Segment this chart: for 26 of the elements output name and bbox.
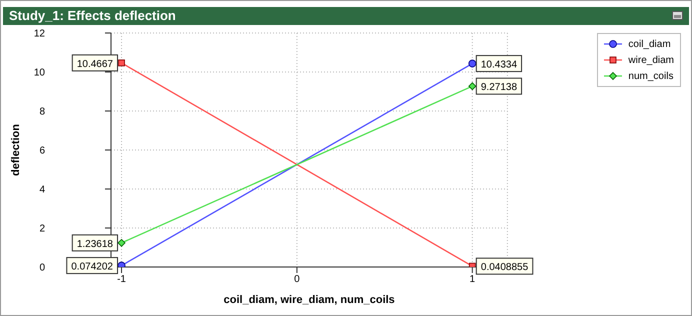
y-tick-label: 8 [39,106,46,118]
point [118,60,125,66]
x-tick-label: 0 [294,274,300,286]
data-label: 10.4667 [76,58,114,70]
data-label: 9.27138 [480,82,518,94]
legend-label: wire_diam [628,54,674,66]
chart-title: Study_1: Effects deflection [9,8,176,23]
y-tick-label: 0 [39,262,46,274]
point [468,82,476,90]
y-tick-label: 4 [39,184,46,196]
y-tick-label: 6 [39,146,46,157]
data-label: 0.074202 [71,262,114,273]
y-tick-label: 10 [34,68,46,79]
y-tick-label: 2 [39,224,46,235]
x-axis-title: coil_diam, wire_diam, num_coils [224,294,395,306]
data-label: 0.0408855 [480,262,529,274]
point [118,238,126,247]
data-label: 10.4334 [480,60,518,71]
legend-label: num_coils [628,70,674,82]
y-tick-label: 12 [34,28,46,40]
point [468,60,476,68]
data-label: 1.23618 [76,238,114,250]
x-tick-label: -1 [117,274,126,286]
x-tick-label: 1 [470,274,476,286]
y-axis-title: deflection [10,124,22,176]
legend-label: coil_diam [628,38,671,50]
